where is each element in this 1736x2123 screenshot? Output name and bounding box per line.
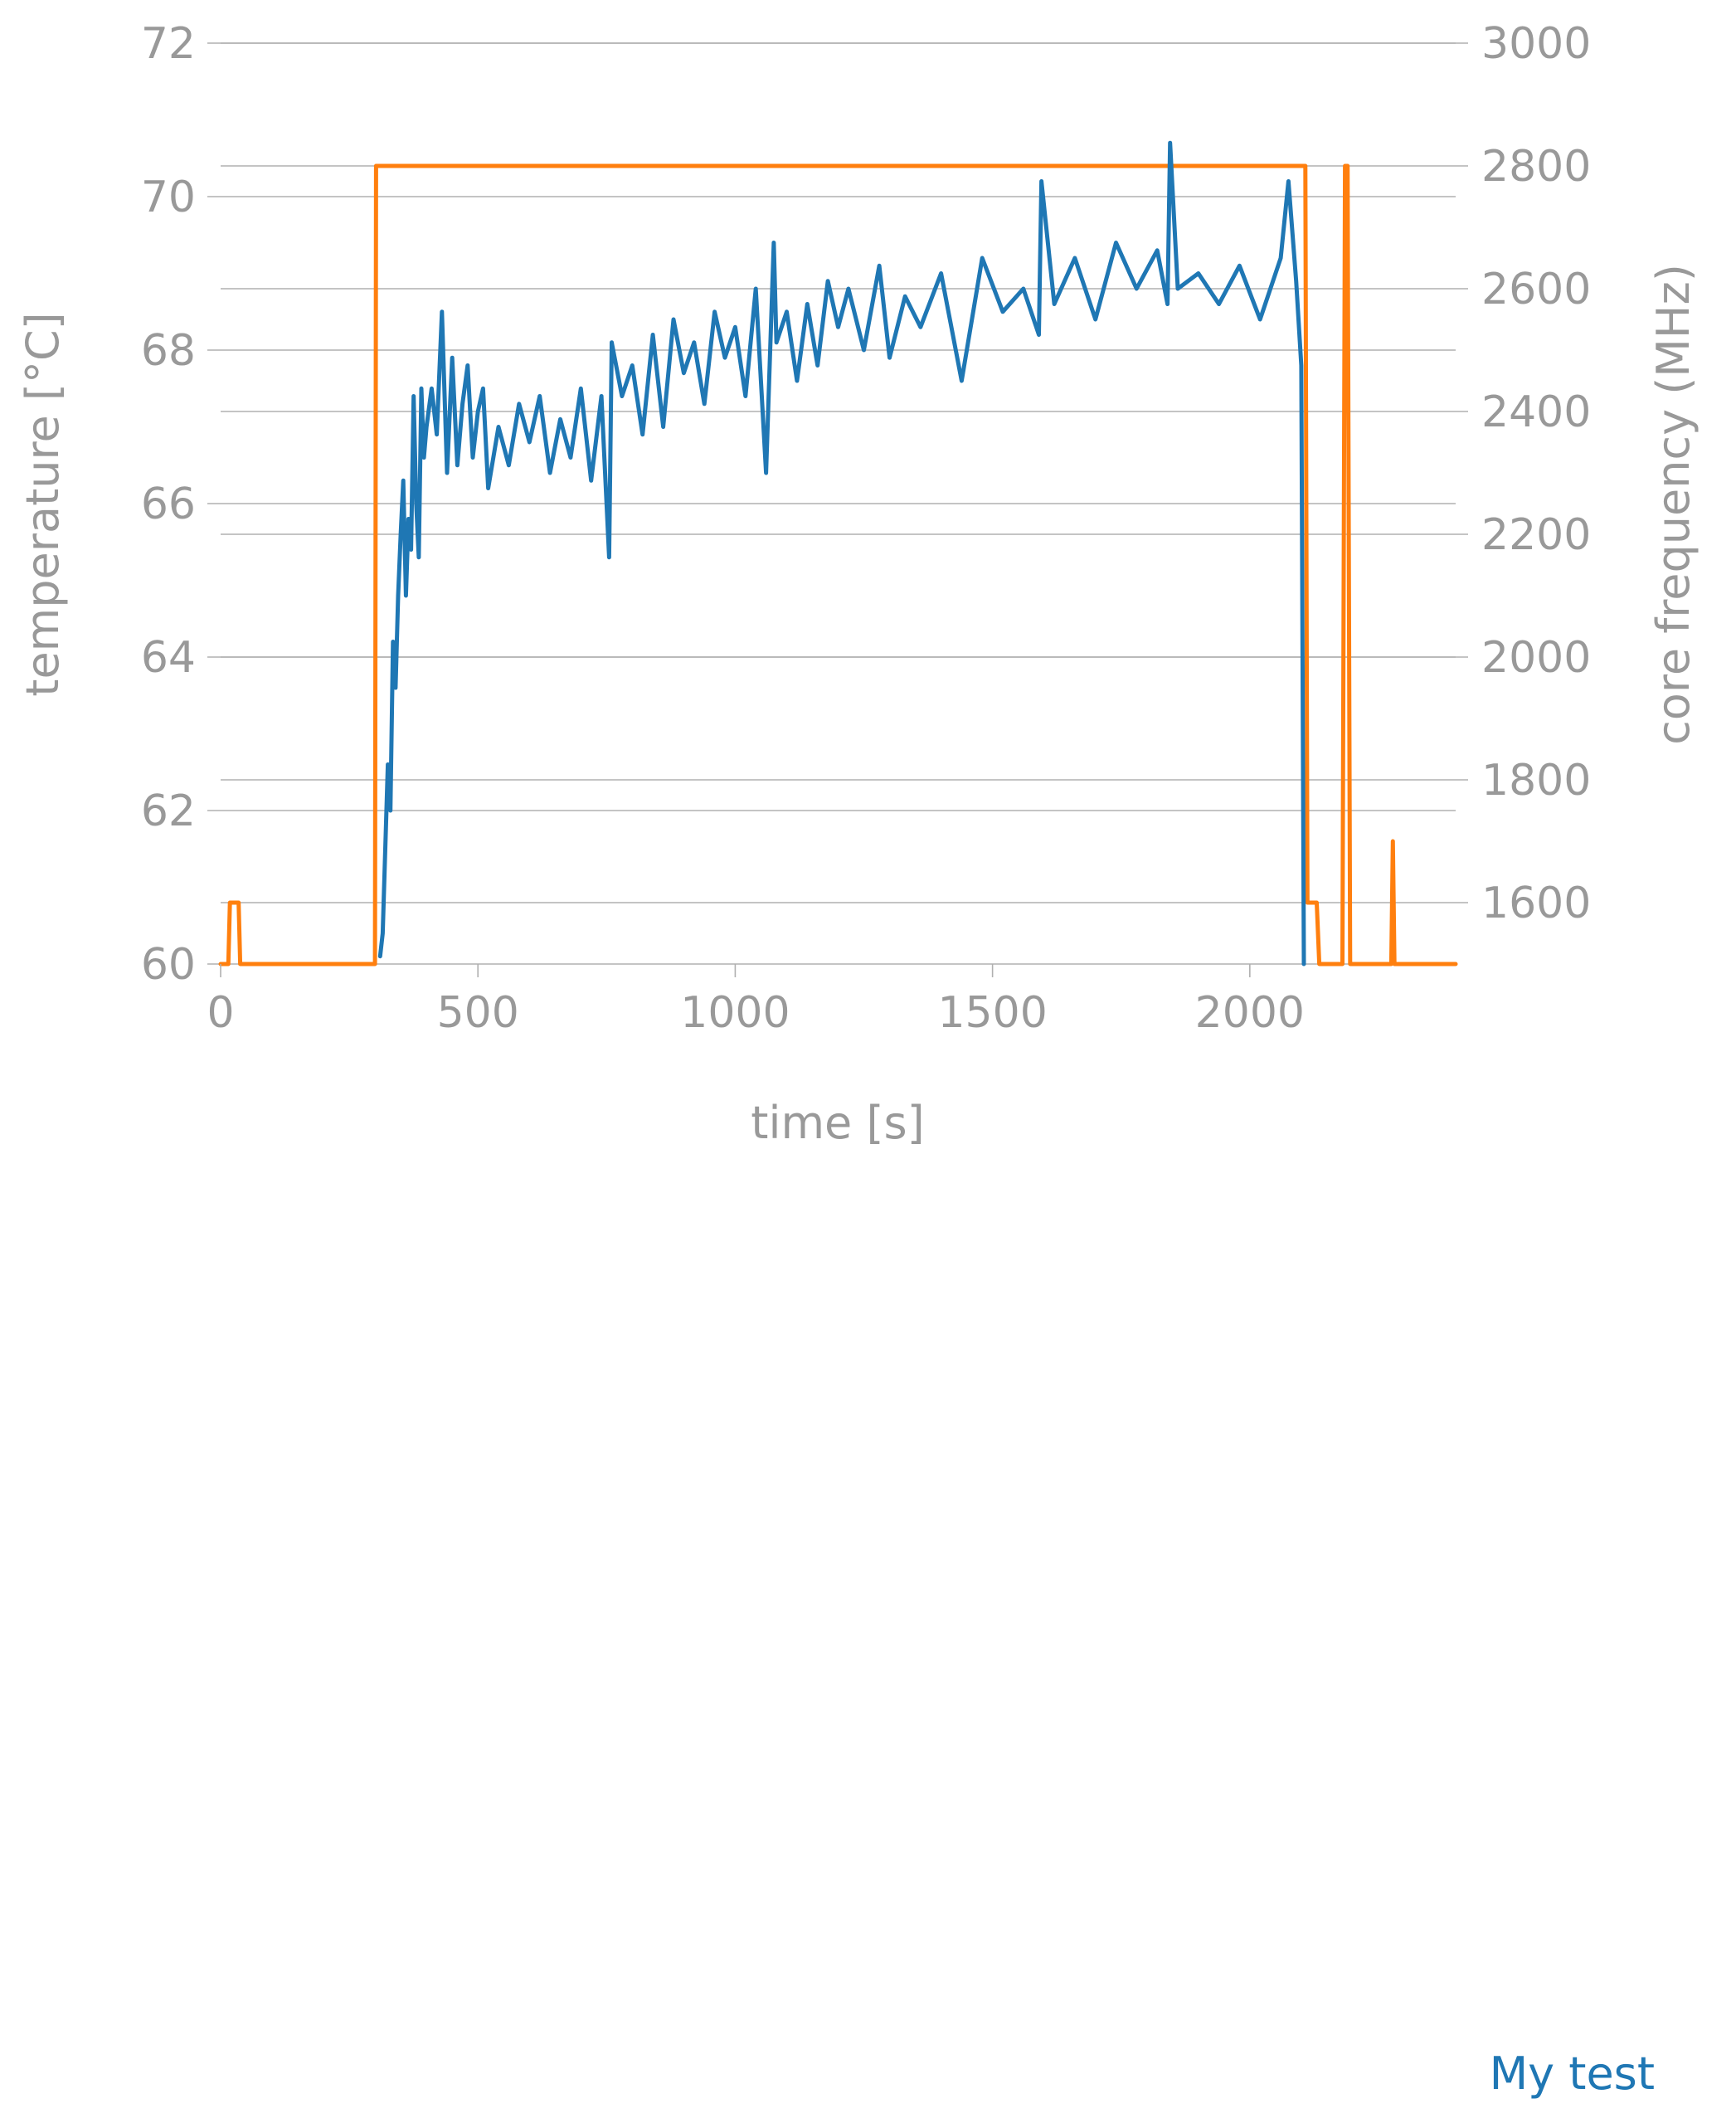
y-left-tick-label: 60 — [141, 940, 196, 990]
series-layer — [218, 140, 1458, 967]
legend-entry-my-test: My test — [1489, 2048, 1655, 2100]
x-tick-label: 1000 — [680, 988, 790, 1038]
x-tick-label: 1500 — [937, 988, 1047, 1038]
series-line-frequency — [218, 163, 1458, 967]
y-left-tick-label: 66 — [141, 480, 196, 529]
y-left-tick-label: 62 — [141, 786, 196, 836]
y-left-tick-label: 72 — [141, 19, 196, 69]
grid-lines-left — [207, 42, 1456, 965]
y-left-tick-label: 68 — [141, 326, 196, 376]
y-right-tick-label: 1600 — [1481, 879, 1591, 928]
y-right-tick-label: 2600 — [1481, 265, 1591, 314]
series-line-temperature — [377, 140, 1306, 967]
x-tick-label: 2000 — [1195, 988, 1305, 1038]
y-axis-left-label: temperature [°C] — [17, 312, 69, 696]
y-right-tick-label: 2200 — [1481, 510, 1591, 560]
y-right-tick-label: 2000 — [1481, 633, 1591, 683]
y-axis-right-label: core frequency (MHz) — [1647, 264, 1700, 745]
grid-lines-right — [221, 42, 1468, 903]
y-right-tick-label: 1800 — [1481, 756, 1591, 806]
y-right-tick-label: 2400 — [1481, 387, 1591, 437]
x-tick-label: 0 — [207, 988, 234, 1038]
y-right-tick-label: 3000 — [1481, 19, 1591, 69]
y-left-tick-label: 70 — [141, 173, 196, 222]
y-right-tick-label: 2800 — [1481, 142, 1591, 192]
x-axis-label: time [s] — [751, 1097, 924, 1149]
x-tick-label: 500 — [437, 988, 519, 1038]
y-left-tick-label: 64 — [141, 633, 196, 683]
tick-labels: 60 62 64 66 68 70 72 1600 1800 2000 2200 2400 2600 28… — [141, 19, 1592, 1038]
